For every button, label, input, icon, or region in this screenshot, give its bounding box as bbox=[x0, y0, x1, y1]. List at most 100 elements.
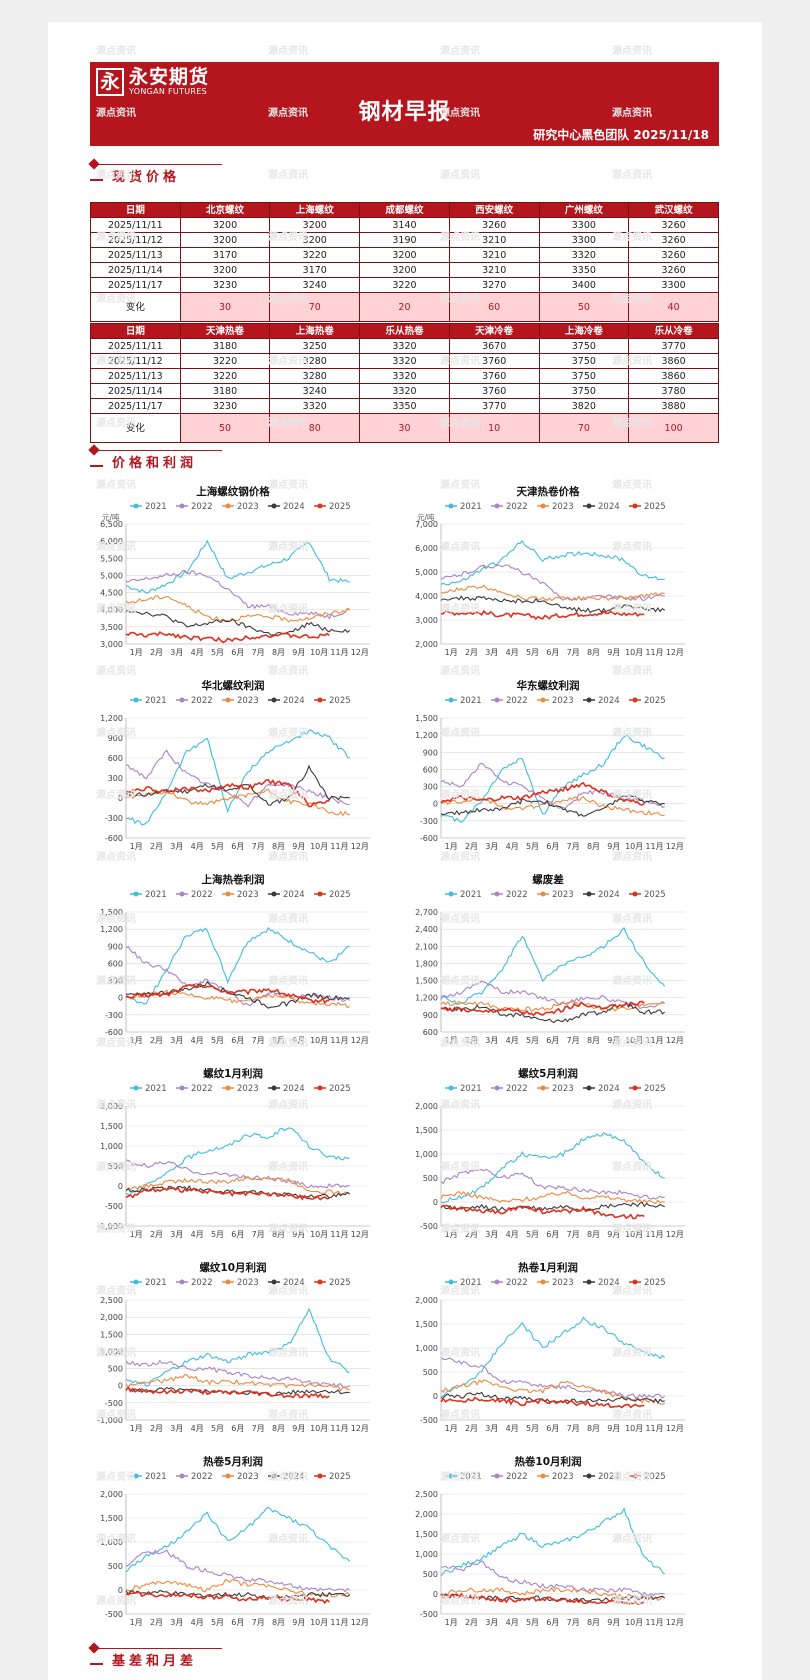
legend-item-2025: 2025 bbox=[629, 696, 666, 706]
x-tick-label: 11月 bbox=[330, 1230, 348, 1239]
legend-item-2023: 2023 bbox=[537, 1472, 574, 1482]
svg-text:2023: 2023 bbox=[552, 696, 574, 706]
x-tick-label: 8月 bbox=[587, 842, 600, 851]
x-tick-label: 9月 bbox=[292, 1618, 305, 1627]
watermark-text: 源点资讯 bbox=[440, 728, 480, 739]
x-tick-label: 3月 bbox=[485, 1618, 498, 1627]
chart-6: 螺废差 2021 2022 2023 2024 2025 2,700 2,400 2,100 1,… bbox=[403, 872, 693, 1047]
series-line-2023 bbox=[125, 1578, 351, 1598]
svg-text:2021: 2021 bbox=[460, 1084, 482, 1094]
x-tick-label: 11月 bbox=[330, 1618, 348, 1627]
legend-item-2025: 2025 bbox=[629, 1472, 666, 1482]
change-cell: 80 bbox=[269, 413, 361, 443]
legend-item-2022: 2022 bbox=[176, 502, 213, 512]
legend-item-2021: 2021 bbox=[130, 1278, 167, 1288]
series-line-2023 bbox=[440, 584, 665, 602]
table-cell: 3880 bbox=[628, 398, 719, 414]
table-header-cell: 上海冷卷 bbox=[538, 323, 630, 339]
y-tick-label: 3,500 bbox=[100, 623, 123, 632]
watermark-text: 源点资讯 bbox=[612, 976, 652, 987]
y-tick-label: 1,000 bbox=[100, 1347, 123, 1356]
legend-item-2025: 2025 bbox=[629, 890, 666, 900]
x-tick-label: 9月 bbox=[607, 1424, 620, 1433]
x-tick-label: 5月 bbox=[526, 1424, 539, 1433]
watermark-text: 源点资讯 bbox=[96, 852, 136, 863]
x-tick-label: 2月 bbox=[150, 1230, 163, 1239]
legend-item-2025: 2025 bbox=[314, 696, 351, 706]
table-header-row: 日期 北京螺纹 上海螺纹 成都螺纹 西安螺纹 广州螺纹 武汉螺纹 bbox=[90, 202, 719, 218]
x-tick-label: 11月 bbox=[645, 1618, 663, 1627]
svg-text:2024: 2024 bbox=[283, 696, 305, 706]
x-tick-label: 2月 bbox=[465, 842, 478, 851]
y-tick-label: -1,000 bbox=[97, 1416, 123, 1425]
watermark-text: 源点资讯 bbox=[268, 232, 308, 243]
table-cell: 3220 bbox=[359, 277, 450, 293]
chart-11: 热卷5月利润 2021 2022 2023 2024 2025 2,000 1,500 1,00… bbox=[88, 1454, 378, 1629]
series-line-2023 bbox=[440, 1379, 665, 1405]
svg-text:2025: 2025 bbox=[329, 890, 351, 900]
watermark-text: 源点资讯 bbox=[612, 170, 652, 181]
watermark-text: 源点资讯 bbox=[96, 170, 136, 181]
y-tick-label: 1,200 bbox=[100, 714, 123, 723]
y-tick-label: 6,500 bbox=[100, 520, 123, 529]
series-line-2025 bbox=[125, 982, 330, 1005]
table-header-cell: 乐从热卷 bbox=[359, 323, 450, 339]
table-cell: 3220 bbox=[179, 353, 271, 369]
series-line-2025 bbox=[125, 1386, 330, 1399]
x-tick-label: 3月 bbox=[170, 1424, 183, 1433]
x-tick-label: 6月 bbox=[546, 1424, 559, 1433]
watermark-text: 源点资讯 bbox=[268, 1100, 308, 1111]
legend-item-2021: 2021 bbox=[130, 502, 167, 512]
table-cell: 3200 bbox=[179, 217, 271, 233]
y-tick-label: 5,000 bbox=[415, 568, 438, 577]
x-tick-label: 11月 bbox=[645, 842, 663, 851]
svg-text:2023: 2023 bbox=[552, 502, 574, 512]
watermark-text: 源点资讯 bbox=[96, 728, 136, 739]
svg-text:2025: 2025 bbox=[644, 502, 666, 512]
y-tick-label: 0 bbox=[433, 1198, 438, 1207]
x-tick-label: 2月 bbox=[465, 648, 478, 657]
svg-text:2023: 2023 bbox=[552, 1472, 574, 1482]
table-cell: 3200 bbox=[359, 247, 450, 263]
x-tick-label: 12月 bbox=[666, 1424, 684, 1433]
svg-text:2024: 2024 bbox=[598, 1472, 620, 1482]
legend-item-2025: 2025 bbox=[629, 502, 666, 512]
series-line-2021 bbox=[440, 734, 665, 823]
series-line-2021 bbox=[125, 1506, 351, 1573]
y-tick-label: 1,000 bbox=[100, 1142, 123, 1151]
watermark-text: 源点资讯 bbox=[612, 232, 652, 243]
svg-text:2025: 2025 bbox=[644, 1472, 666, 1482]
legend-item-2024: 2024 bbox=[268, 502, 305, 512]
watermark-text: 源点资讯 bbox=[268, 108, 308, 119]
svg-text:2021: 2021 bbox=[145, 502, 167, 512]
table-row: 2025/11/17 3230 3240 3220 3270 3400 3300 bbox=[90, 277, 719, 293]
y-tick-label: 900 bbox=[108, 942, 123, 951]
y-tick-label: 0 bbox=[433, 1590, 438, 1599]
chart-svg: 2021 2022 2023 2024 2025 2,500 2,000 1,500 1,000… bbox=[415, 1472, 685, 1627]
svg-text:2023: 2023 bbox=[237, 696, 259, 706]
svg-text:2024: 2024 bbox=[283, 1084, 305, 1094]
x-tick-label: 3月 bbox=[170, 842, 183, 851]
y-tick-label: 900 bbox=[423, 748, 438, 757]
y-tick-label: 1,000 bbox=[415, 1550, 438, 1559]
svg-text:2024: 2024 bbox=[283, 502, 305, 512]
x-tick-label: 7月 bbox=[567, 1424, 580, 1433]
series-line-2021 bbox=[441, 927, 666, 1005]
series-line-2023 bbox=[440, 1586, 665, 1601]
y-tick-label: -600 bbox=[105, 834, 123, 843]
svg-text:2023: 2023 bbox=[552, 890, 574, 900]
x-tick-label: 9月 bbox=[292, 842, 305, 851]
x-tick-label: 2月 bbox=[150, 1618, 163, 1627]
table-header-cell: 天津热卷 bbox=[179, 323, 271, 339]
y-tick-label: -1,000 bbox=[97, 1222, 123, 1231]
legend-item-2021: 2021 bbox=[130, 696, 167, 706]
x-tick-label: 11月 bbox=[645, 1230, 663, 1239]
watermark-text: 源点资讯 bbox=[440, 356, 480, 367]
chart-svg: 2021 2022 2023 2024 2025 2,500 2,000 1,500 1,000… bbox=[97, 1278, 370, 1433]
svg-text:2021: 2021 bbox=[145, 696, 167, 706]
chart-svg: 2021 2022 2023 2024 2025 2,000 1,500 1,000 500 0 -… bbox=[100, 1472, 370, 1627]
x-tick-label: 8月 bbox=[272, 1230, 285, 1239]
x-tick-label: 5月 bbox=[526, 1036, 539, 1045]
chart-svg: 2021 2022 2023 2024 2025 2,700 2,400 2,100 1,800… bbox=[415, 890, 685, 1045]
series-line-2023 bbox=[440, 1190, 665, 1205]
